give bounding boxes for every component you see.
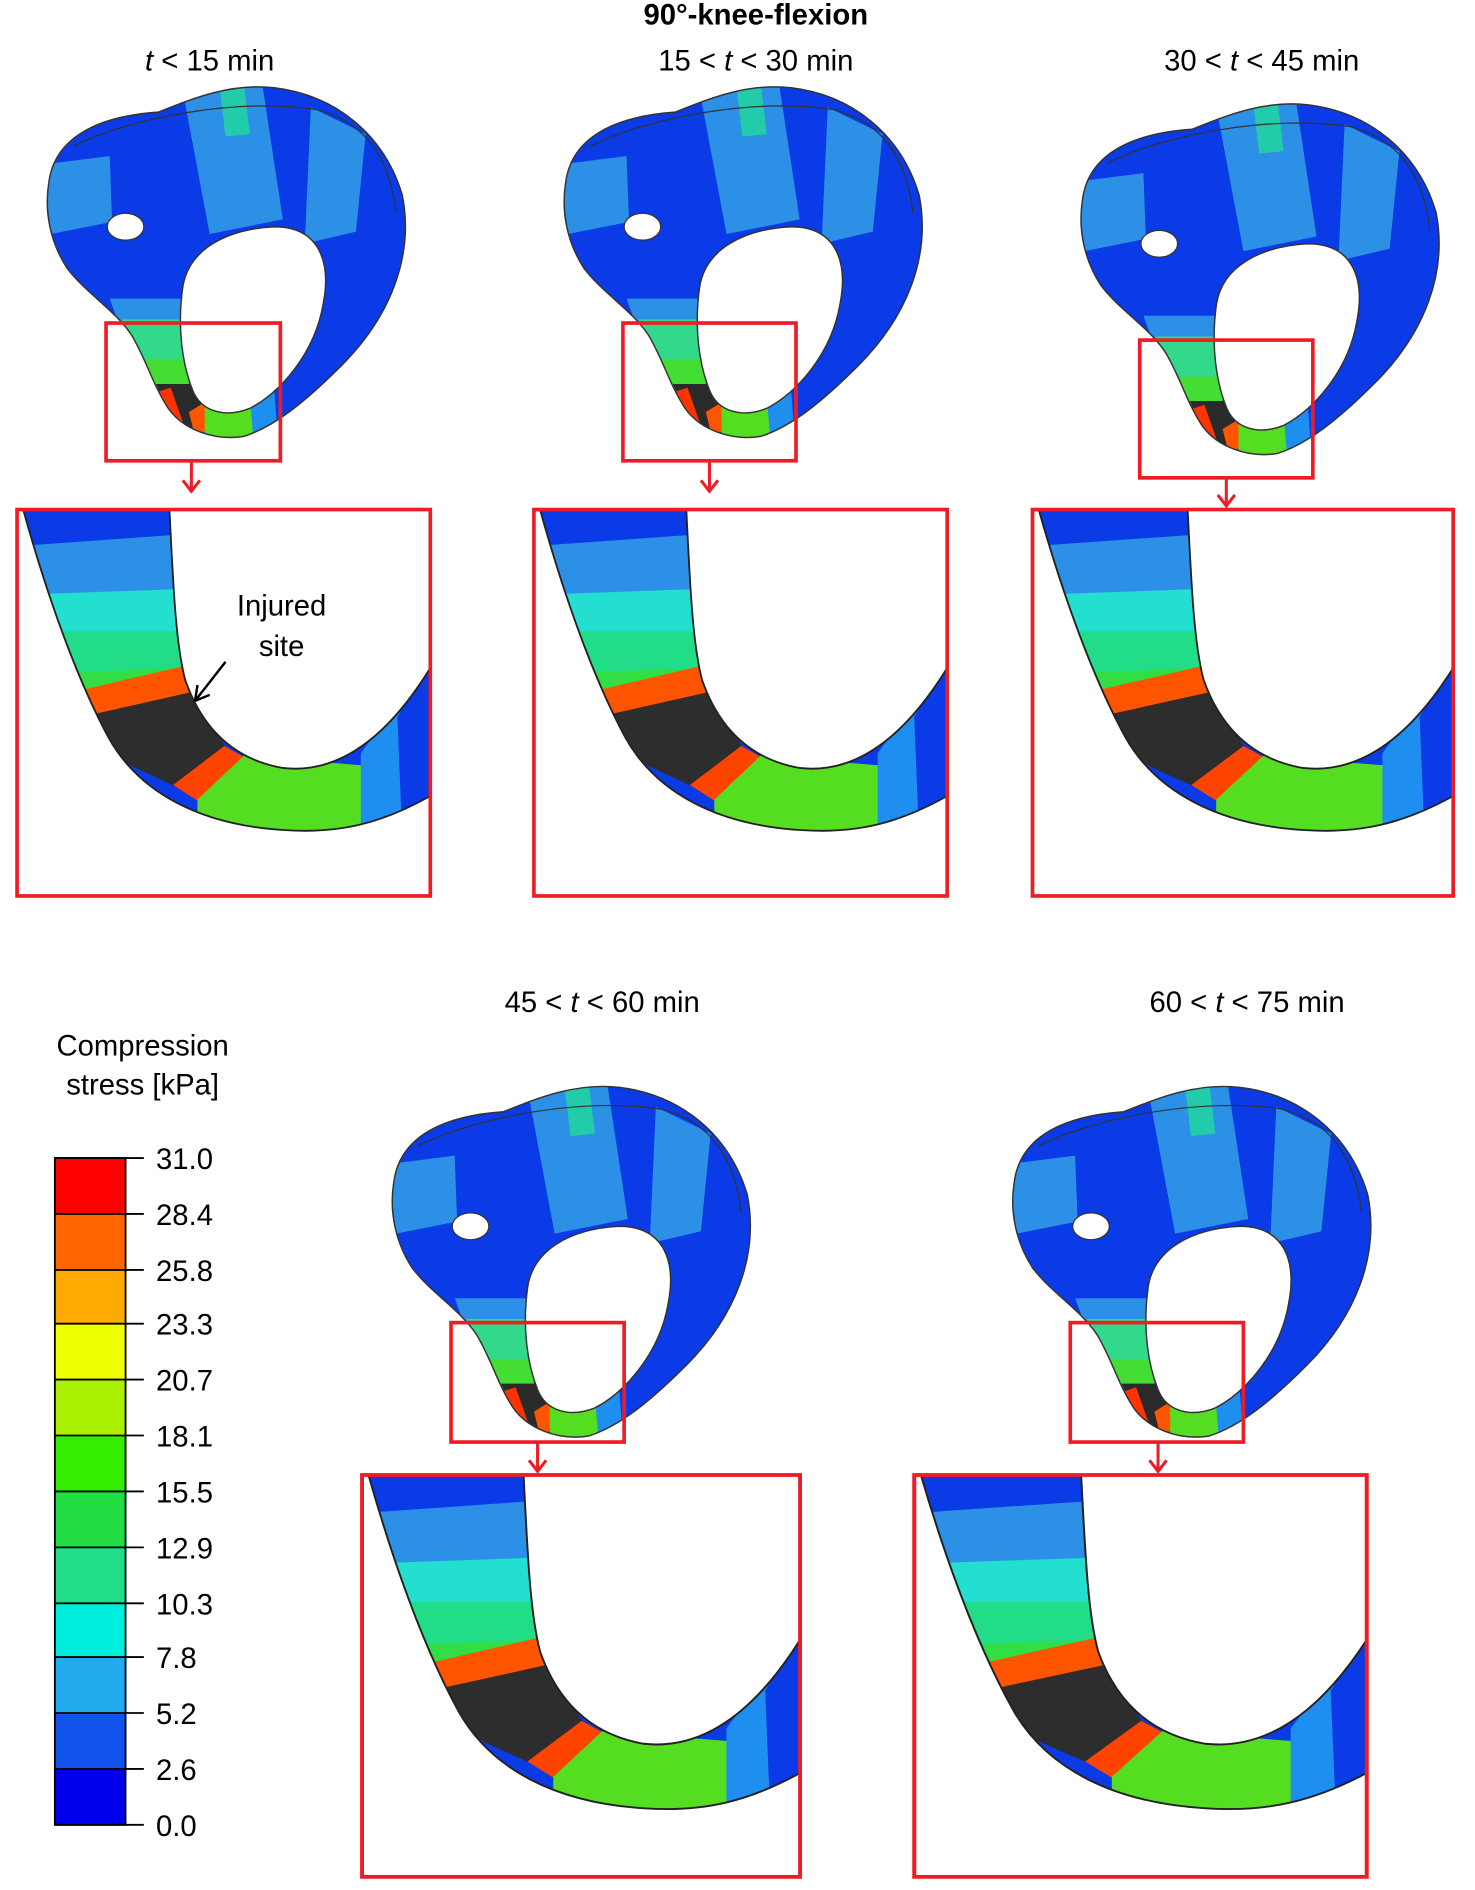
colorbar-tick-label: 28.4 bbox=[156, 1200, 213, 1232]
colorbar: 0.0 2.6 5.2 7.8 10.3 12.9 15.5 18.1 20.7 23.3 25.8… bbox=[53, 1144, 213, 1843]
panel-label-part: < 45 min bbox=[1238, 46, 1359, 78]
colorbar-tick-label: 31.0 bbox=[156, 1144, 213, 1176]
meniscus-thumbnail bbox=[382, 1073, 772, 1451]
colorbar-band bbox=[54, 1379, 126, 1436]
colorbar-band bbox=[54, 1712, 126, 1769]
zoom-inset bbox=[534, 510, 947, 896]
annotation: site bbox=[259, 631, 305, 663]
panel bbox=[914, 1073, 1392, 1877]
panel-label-part: t bbox=[570, 987, 580, 1019]
colorbar-tick-label: 20.7 bbox=[156, 1366, 213, 1398]
zoom-inset bbox=[362, 1475, 800, 1877]
panel-label-part: 30 < bbox=[1164, 46, 1230, 78]
panel-label-part: t bbox=[1215, 987, 1225, 1019]
panel bbox=[534, 73, 947, 896]
annotation: Injured bbox=[237, 591, 326, 623]
panel-label-part: < 30 min bbox=[732, 46, 853, 78]
panel-label-part: 15 < bbox=[658, 46, 724, 78]
colorbar-band bbox=[54, 1269, 126, 1324]
panel-label: t < 15 min bbox=[145, 46, 274, 78]
meniscus-thumbnail bbox=[37, 73, 427, 451]
zoom-arrow bbox=[527, 1442, 548, 1474]
colorbar-band bbox=[54, 1213, 126, 1270]
colorbar-tick-label: 10.3 bbox=[156, 1589, 213, 1621]
colorbar-tick-label: 7.8 bbox=[156, 1643, 197, 1675]
panel-label-part: t bbox=[724, 46, 734, 78]
meniscus-thumbnail bbox=[1002, 1073, 1392, 1451]
panel-label-part: 45 < bbox=[505, 987, 571, 1019]
colorbar-band bbox=[54, 1768, 126, 1825]
colorbar-tick-label: 0.0 bbox=[156, 1811, 197, 1843]
annotation-arrow bbox=[193, 661, 227, 703]
panel-label-part: < 75 min bbox=[1223, 987, 1344, 1019]
panel-label: 15 < t < 30 min bbox=[658, 46, 853, 78]
panel-label-part: < 60 min bbox=[579, 987, 700, 1019]
panel: Injured site bbox=[17, 73, 430, 896]
panel-labels: t < 15 min 15 < t < 30 min 30 < t < 45 min… bbox=[145, 46, 1359, 1019]
panel bbox=[362, 1073, 800, 1877]
zoom-arrow bbox=[181, 460, 202, 494]
colorbar-title: stress [kPa] bbox=[66, 1070, 219, 1102]
colorbar-tick-label: 25.8 bbox=[156, 1256, 213, 1288]
panel-label: 60 < t < 75 min bbox=[1149, 987, 1344, 1019]
colorbar-tick-label: 5.2 bbox=[156, 1699, 197, 1731]
panel-label-part: 60 < bbox=[1149, 987, 1215, 1019]
zoom-inset bbox=[914, 1475, 1366, 1877]
colorbar-tick-label: 12.9 bbox=[156, 1533, 213, 1565]
colorbar-band bbox=[54, 1435, 126, 1492]
figure-title: 90°-knee-flexion bbox=[643, 0, 868, 31]
zoom-box bbox=[104, 321, 283, 463]
zoom-arrow bbox=[1148, 1442, 1168, 1474]
panel bbox=[1032, 90, 1460, 896]
zoom-inset bbox=[17, 510, 430, 896]
panel-label-part: t bbox=[1230, 46, 1240, 78]
colorbar-tick-label: 15.5 bbox=[156, 1477, 213, 1509]
colorbar-band bbox=[54, 1657, 126, 1713]
colorbar-band bbox=[54, 1603, 126, 1658]
colorbar-band bbox=[54, 1547, 126, 1604]
colorbar-tick-label: 23.3 bbox=[156, 1310, 213, 1342]
colorbar-band bbox=[54, 1158, 126, 1214]
zoom-arrow bbox=[699, 460, 720, 494]
colorbar-tick-label: 18.1 bbox=[156, 1421, 213, 1453]
panel-label: 45 < t < 60 min bbox=[505, 987, 700, 1019]
colorbar-band bbox=[54, 1491, 126, 1548]
colorbar-title: Compression bbox=[56, 1031, 228, 1063]
figure-content: 90°-knee-flexion Injured site t < 15 m bbox=[17, 0, 1460, 1877]
zoom-arrow bbox=[1216, 477, 1237, 509]
meniscus-thumbnail bbox=[1070, 90, 1460, 468]
meniscus-thumbnail bbox=[553, 73, 943, 451]
panel-label-part: t bbox=[145, 46, 155, 78]
colorbar-band bbox=[54, 1323, 126, 1380]
panel-label-part: < 15 min bbox=[153, 46, 274, 78]
panel-label: 30 < t < 45 min bbox=[1164, 46, 1359, 78]
colorbar-tick-label: 2.6 bbox=[156, 1755, 197, 1787]
zoom-inset bbox=[1032, 510, 1453, 896]
